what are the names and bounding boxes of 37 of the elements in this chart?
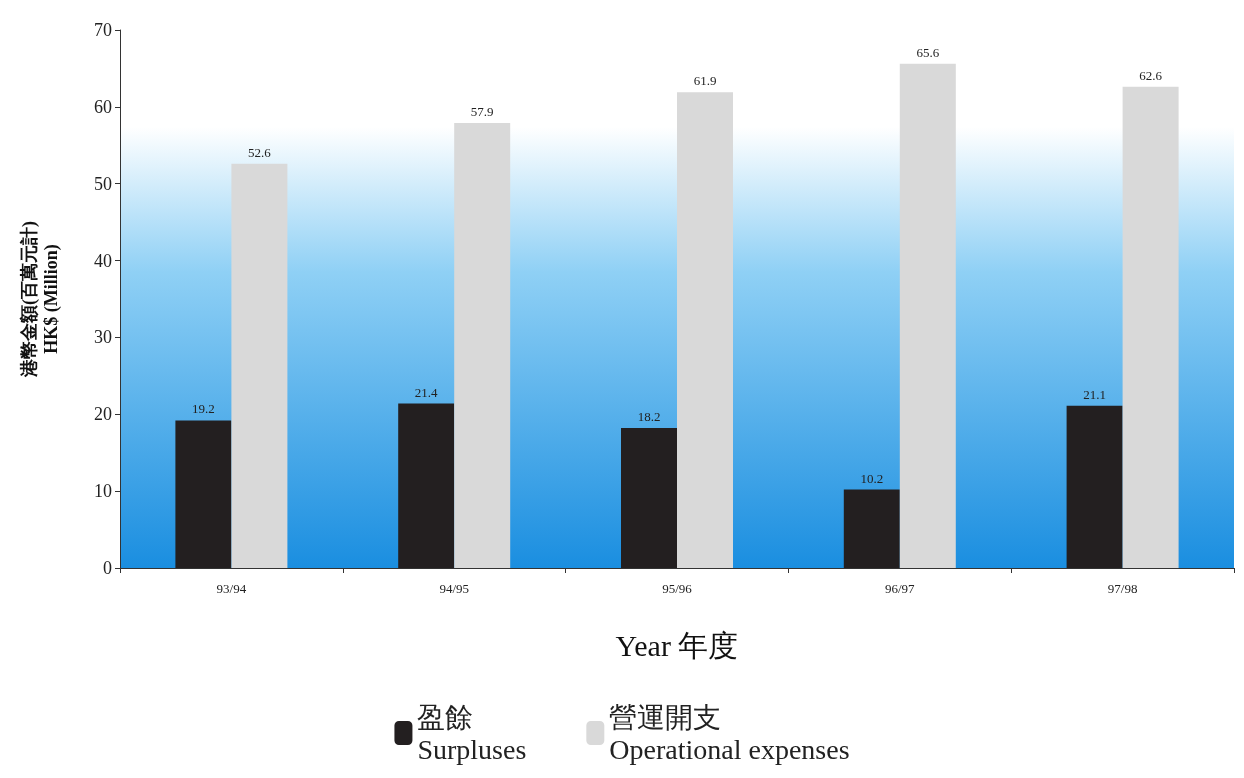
y-tick-label: 70 (94, 20, 112, 40)
bar (398, 403, 455, 568)
data-label: 65.6 (916, 44, 940, 60)
x-tick-label: 96/97 (884, 581, 916, 596)
bar (843, 489, 900, 568)
x-axis-title: Year 年度 (615, 628, 739, 662)
data-label: 62.6 (1139, 67, 1163, 83)
y-tick-label: 30 (94, 327, 112, 348)
data-label: 21.1 (1083, 386, 1106, 402)
y-axis-title: 港幣金額(百萬元計) HK$ (Million) (19, 221, 62, 378)
y-tick-label: 20 (94, 404, 112, 425)
data-label: 10.2 (860, 470, 884, 486)
bar (677, 92, 733, 568)
bar (899, 63, 956, 568)
data-label: 61.9 (693, 73, 717, 89)
bar (231, 163, 288, 568)
data-label: 18.2 (637, 409, 661, 425)
bar (1066, 405, 1123, 568)
x-tick-label: 97/98 (1107, 581, 1138, 596)
x-tick-label: 94/95 (439, 581, 470, 596)
bar (621, 428, 677, 568)
y-tick-label: 60 (94, 96, 112, 117)
x-tick-label: 93/94 (216, 581, 247, 596)
data-label: 52.6 (248, 144, 272, 160)
y-tick-label: 0 (103, 558, 112, 578)
bar (175, 420, 232, 568)
data-label: 19.2 (192, 401, 215, 417)
y-tick-label: 50 (94, 173, 112, 194)
bar (454, 123, 511, 568)
x-tick-label: 95/96 (662, 581, 693, 596)
y-tick-label: 10 (94, 481, 112, 502)
data-label: 21.4 (414, 384, 439, 400)
legend-label: 營運開支 Operational expenses (609, 701, 850, 765)
legend-label: 盈餘 Surpluses (417, 701, 527, 765)
data-label: 57.9 (470, 104, 494, 119)
bar (1122, 86, 1179, 568)
y-tick-label: 40 (94, 250, 112, 271)
